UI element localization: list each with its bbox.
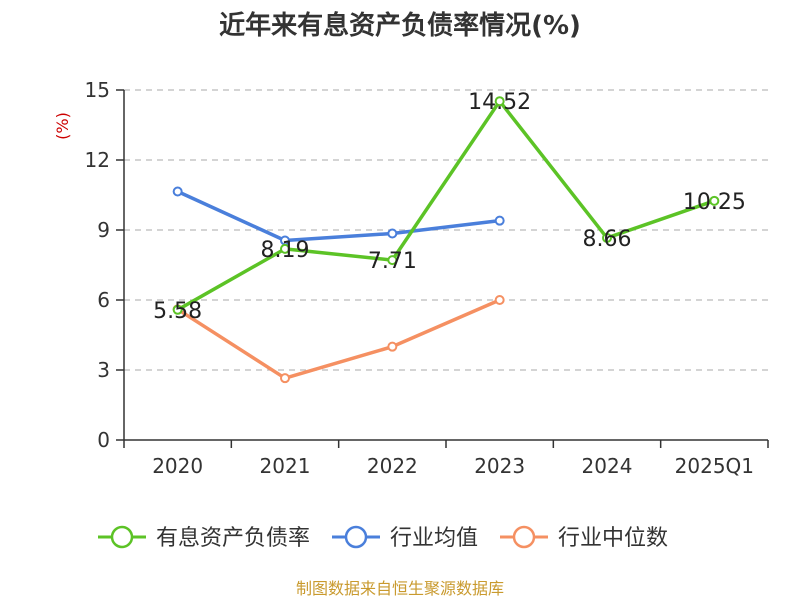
- x-tick-label-2023: 2023: [474, 454, 525, 478]
- data-point-2023: [494, 295, 505, 305]
- data-point-2023: [494, 215, 505, 226]
- data-label-2022: 7.71: [368, 249, 417, 274]
- series-3: [172, 295, 505, 384]
- series-line-2: [175, 189, 502, 243]
- legend-item-2: 行业均值: [332, 525, 478, 551]
- data-point-2021: [280, 243, 290, 254]
- y-axis-label: (%): [53, 112, 72, 140]
- x-tick-label-2020: 2020: [152, 454, 203, 478]
- data-point-2022: [387, 228, 398, 239]
- data-point-2020: [172, 304, 183, 315]
- data-point-2023: [494, 96, 505, 107]
- chart-title: 近年来有息资产负债率情况(%): [219, 10, 581, 41]
- data-point-2024: [602, 232, 612, 243]
- y-tick-label-3: 3: [97, 358, 110, 382]
- x-tick-label-2021: 2021: [260, 454, 311, 478]
- data-point-2022: [387, 341, 398, 352]
- data-label-2023: 14.52: [468, 90, 531, 115]
- x-tick-label-2024: 2024: [582, 454, 633, 478]
- y-tick-label-9: 9: [97, 218, 110, 242]
- series-1: [172, 96, 720, 315]
- series-lines: [172, 96, 720, 384]
- x-tick-label-2025Q1: 2025Q1: [675, 454, 754, 478]
- legend-item-1: 有息资产负债率: [98, 525, 310, 551]
- data-labels: 5.58 8.19 7.71 14.52 8.66 10.25: [153, 90, 746, 324]
- series-2: [172, 186, 505, 246]
- axes: 0 3 6 9 12 15 2020 2021 2022 2023 2024 2025Q1: [85, 78, 769, 478]
- data-label-2024: 8.66: [583, 227, 632, 252]
- y-tick-label-15: 15: [85, 78, 110, 102]
- legend-label: 行业均值: [390, 526, 478, 551]
- legend-marker: [512, 525, 536, 549]
- legend-label: 有息资产负债率: [156, 526, 310, 551]
- y-tick-label-0: 0: [97, 428, 110, 452]
- data-point-2022: [387, 255, 398, 266]
- x-tick-label-2022: 2022: [367, 454, 418, 478]
- gridlines: [124, 89, 768, 371]
- data-point-2021: [280, 373, 290, 384]
- series-line-3: [175, 298, 502, 380]
- data-point-2025Q1: [709, 195, 720, 206]
- source-note: 制图数据来自恒生聚源数据库: [296, 579, 504, 598]
- legend-item-3: 行业中位数: [500, 525, 668, 551]
- y-tick-label-6: 6: [97, 288, 110, 312]
- y-tick-label-12: 12: [85, 148, 110, 172]
- legend-label: 行业中位数: [558, 526, 668, 551]
- data-label-2020: 5.58: [153, 299, 202, 324]
- legend-marker: [110, 525, 134, 549]
- series-line-1: [175, 99, 717, 312]
- data-label-2021: 8.19: [261, 238, 310, 263]
- data-point-2020: [172, 186, 183, 197]
- legend-marker: [344, 525, 368, 549]
- data-label-2025Q1: 10.25: [683, 190, 746, 215]
- legend: 有息资产负债率 行业均值 行业中位数: [98, 525, 668, 551]
